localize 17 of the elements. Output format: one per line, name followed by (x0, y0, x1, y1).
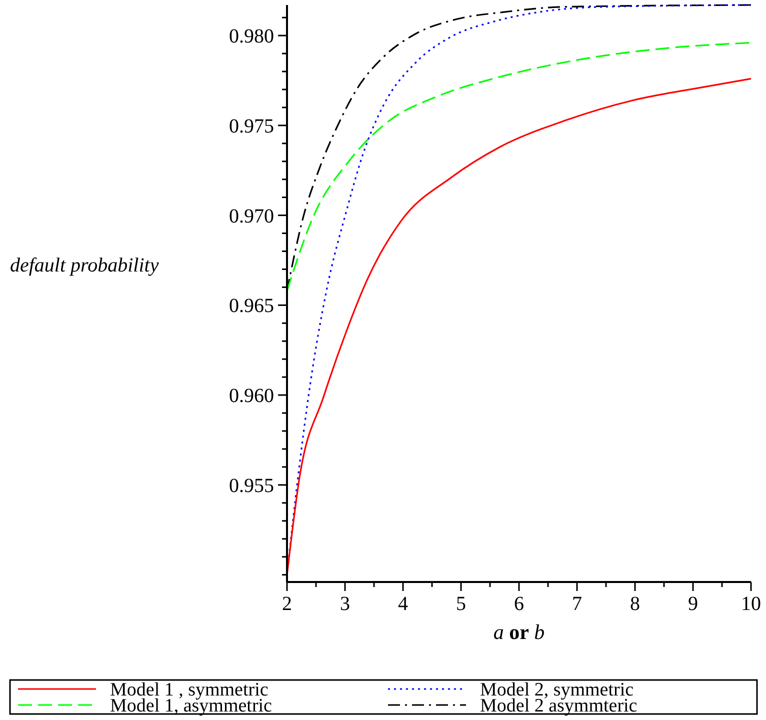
y-tick-label: 0.955 (229, 474, 274, 497)
y-tick-label: 0.960 (229, 385, 274, 408)
x-tick-label: 8 (630, 593, 640, 615)
y-tick-label: 0.980 (229, 26, 274, 48)
x-tick-label: 6 (514, 593, 524, 615)
y-tick-label: 0.970 (229, 205, 274, 228)
y-axis-title: default probability (10, 254, 159, 276)
x-tick-label: 5 (456, 593, 466, 615)
x-tick-label: 9 (688, 593, 698, 615)
y-tick-label: 0.965 (229, 295, 274, 318)
x-tick-label: 4 (398, 593, 408, 615)
x-tick-label: 7 (572, 593, 582, 615)
y-tick-label: 0.975 (229, 115, 274, 138)
x-tick-label: 3 (340, 593, 350, 615)
x-tick-label: 2 (282, 593, 292, 615)
x-axis-title: a or b (493, 620, 545, 644)
x-tick-label: 10 (741, 593, 761, 615)
